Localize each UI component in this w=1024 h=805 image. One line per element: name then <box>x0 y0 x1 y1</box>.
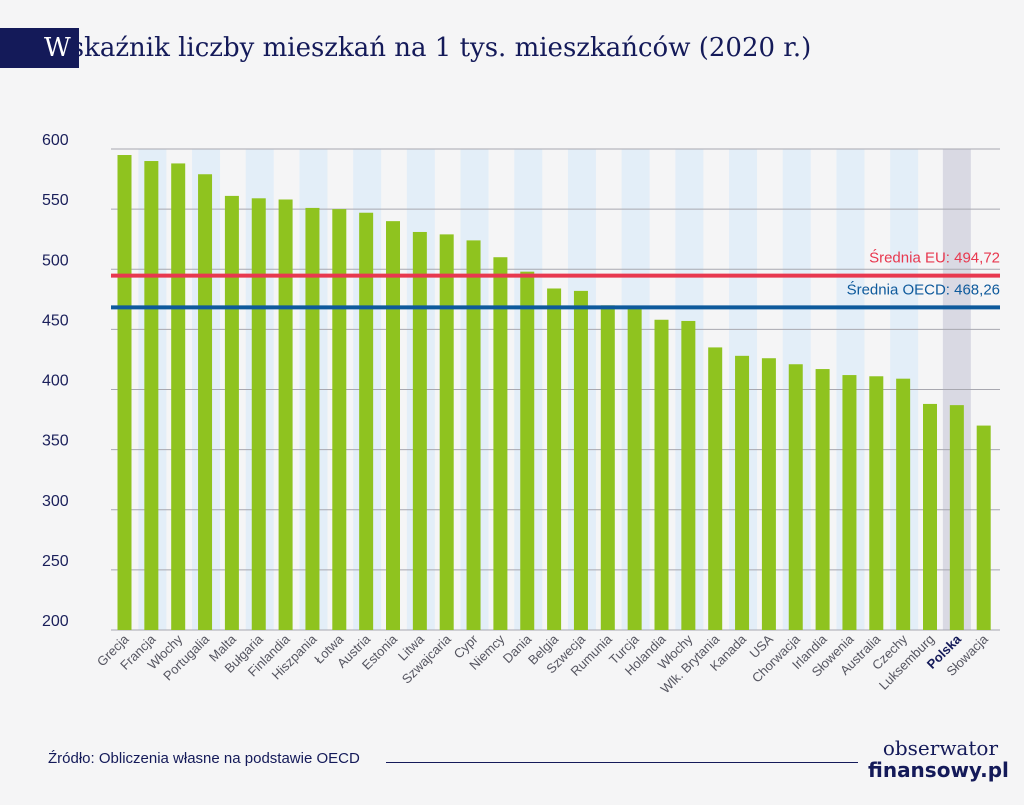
y-tick-label: 350 <box>42 433 69 450</box>
source-note: Źródło: Obliczenia własne na podstawie O… <box>48 750 360 767</box>
bar <box>305 207 320 631</box>
y-tick-label: 500 <box>42 252 69 269</box>
chart-title-rest: skaźnik liczby mieszkań na 1 tys. mieszk… <box>70 33 812 63</box>
bar <box>788 364 803 630</box>
bar <box>144 161 159 630</box>
bar <box>842 375 857 630</box>
bar <box>681 320 696 630</box>
logo-line-1: obserwator <box>882 736 998 760</box>
title-block <box>0 28 79 68</box>
bar <box>117 155 132 630</box>
bar <box>600 305 615 630</box>
y-tick-label: 200 <box>42 613 69 630</box>
y-tick-label: 400 <box>42 373 69 390</box>
publisher-logo: obserwator finansowy.pl <box>868 736 1009 782</box>
logo-line-2: finansowy.pl <box>868 758 1009 782</box>
bar <box>251 198 266 631</box>
bar <box>923 403 937 630</box>
bar <box>896 378 911 630</box>
bar <box>332 209 347 630</box>
eu-average-label: Średnia EU: 494,72 <box>869 249 1000 267</box>
bar <box>708 347 723 630</box>
bar <box>547 288 562 630</box>
bar <box>224 195 239 630</box>
bar <box>520 271 535 630</box>
footer-divider <box>386 762 858 763</box>
bar <box>359 212 374 631</box>
bar <box>386 221 400 630</box>
y-tick-label: 600 <box>42 132 69 149</box>
oecd-average-label: Średnia OECD: 468,26 <box>847 280 1000 298</box>
chart-title: Wskaźnik liczby mieszkań na 1 tys. miesz… <box>44 28 811 68</box>
title-accent-square <box>0 28 79 68</box>
chart-title-first-letter: W <box>44 33 71 63</box>
bar <box>412 231 427 630</box>
bar-chart: 200 250 300 350 400 450 500 550 600 Średnia EU: 4… <box>42 132 1000 696</box>
bar <box>573 290 588 630</box>
bar <box>815 369 830 630</box>
bar <box>171 163 186 630</box>
bar <box>278 199 293 630</box>
y-tick-label: 250 <box>42 553 69 570</box>
y-tick-label: 300 <box>42 493 69 510</box>
bar <box>761 358 776 630</box>
bar <box>466 240 481 630</box>
bar <box>198 174 213 630</box>
bar <box>627 307 642 630</box>
bar <box>439 234 454 630</box>
bar <box>654 319 669 630</box>
bar <box>735 355 750 630</box>
bar <box>493 257 508 630</box>
y-tick-label: 450 <box>42 312 69 329</box>
bar <box>949 405 964 630</box>
bar <box>869 376 884 630</box>
bar <box>976 425 991 630</box>
y-tick-label: 550 <box>42 192 69 209</box>
